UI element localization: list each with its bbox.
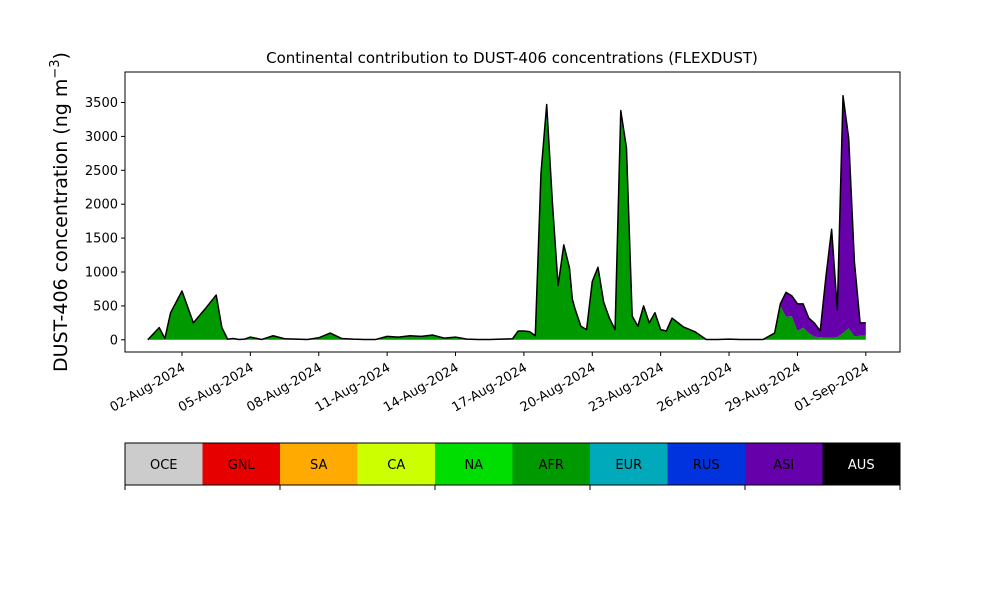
- y-tick-label: 500: [93, 299, 118, 314]
- y-tick-label: 1500: [85, 232, 118, 247]
- legend-label-gnl: GNL: [228, 458, 256, 473]
- plot-frame: [124, 71, 901, 353]
- y-axis-label-close: ): [50, 52, 72, 59]
- legend-label-oce: OCE: [150, 458, 178, 473]
- stacked-areas: [147, 95, 866, 340]
- legend-swatch-aus: [822, 443, 900, 485]
- y-tick-label: 2000: [85, 198, 118, 213]
- legend-swatch-ca: [357, 443, 435, 485]
- total-outline: [147, 94, 866, 341]
- legend-label-sa: SA: [310, 458, 327, 473]
- legend-swatch-eur: [590, 443, 668, 485]
- x-tick-label: 17-Aug-2024: [450, 360, 530, 415]
- y-tick-label: 3000: [85, 130, 118, 145]
- x-tick-label: 02-Aug-2024: [108, 360, 188, 415]
- x-tick-label: 23-Aug-2024: [586, 360, 666, 415]
- area-eur: [147, 116, 866, 340]
- area-afr: [147, 116, 866, 340]
- x-tick-label: 20-Aug-2024: [518, 360, 598, 415]
- total-line: [147, 94, 866, 341]
- chart-title: Continental contribution to DUST-406 con…: [266, 49, 758, 67]
- legend-frame: [124, 442, 901, 486]
- legend-swatch-rus: [667, 443, 745, 485]
- y-tick-label: 0: [110, 333, 118, 348]
- x-axis: 02-Aug-202405-Aug-202408-Aug-202411-Aug-…: [108, 352, 872, 416]
- legend-label-aus: AUS: [848, 458, 875, 473]
- y-axis: 0 500 1000 1500 2000 2500 3000 3500: [85, 96, 125, 348]
- legend-swatch-na: [435, 443, 513, 485]
- legend-label-ca: CA: [387, 458, 405, 473]
- legend-swatch-sa: [280, 443, 358, 485]
- legend-label-na: NA: [464, 458, 483, 473]
- y-axis-label-text: DUST-406 concentration (ng m: [50, 79, 72, 372]
- x-tick-label: 05-Aug-2024: [176, 360, 256, 415]
- x-tick-label: 08-Aug-2024: [244, 360, 324, 415]
- y-tick-label: 3500: [85, 96, 118, 111]
- legend-label-afr: AFR: [539, 458, 564, 473]
- legend-label-rus: RUS: [693, 458, 720, 473]
- legend-swatch-afr: [512, 443, 590, 485]
- area-asi: [147, 95, 866, 340]
- area-rus: [147, 104, 866, 340]
- x-tick-label: 29-Aug-2024: [723, 360, 803, 415]
- legend-swatch-gnl: [202, 443, 280, 485]
- legend-label-eur: EUR: [615, 458, 642, 473]
- y-tick-label: 2500: [85, 164, 118, 179]
- y-axis-label-superscript: −3: [48, 59, 63, 78]
- x-tick-label: 11-Aug-2024: [313, 360, 393, 415]
- area-aus: [147, 95, 866, 340]
- x-tick-label: 01-Sep-2024: [792, 360, 872, 415]
- legend-swatch-oce: [125, 443, 203, 485]
- x-tick-label: 14-Aug-2024: [381, 360, 461, 415]
- y-axis-label: DUST-406 concentration (ng m−3): [48, 52, 72, 372]
- y-tick-label: 1000: [85, 266, 118, 281]
- legend-label-asi: ASI: [773, 458, 794, 473]
- legend: OCE GNL SA CA NA AFR EUR RUS ASI AUS: [124, 442, 901, 490]
- legend-swatch-asi: [745, 443, 823, 485]
- x-tick-label: 26-Aug-2024: [655, 360, 735, 415]
